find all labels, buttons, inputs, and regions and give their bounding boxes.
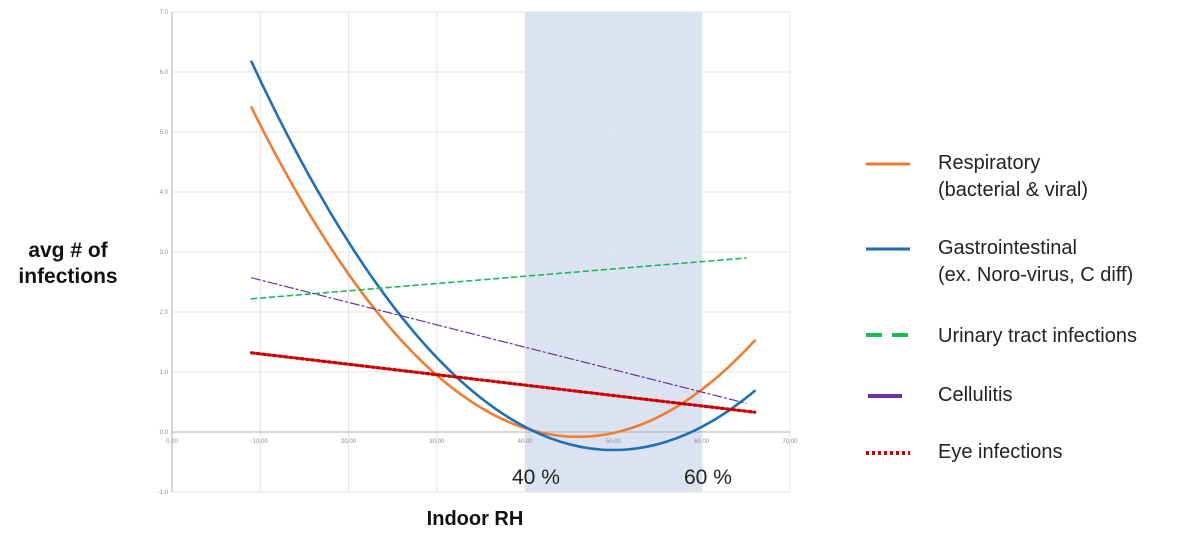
y-axis-label-line-2: infections [18, 265, 118, 288]
series-line-eye [249, 351, 757, 414]
legend-text: (bacterial & viral) [938, 179, 1089, 201]
legend-text: Urinary tract infections [938, 325, 1137, 347]
x-tick-label: 50.00 [606, 439, 622, 445]
x-ticks: 0.00 10.00 20.00 30.00 40.00 50.00 60.00 70.00 [166, 439, 798, 445]
x-tick-label: 30.00 [429, 439, 445, 445]
legend-swatch-gastrointestinal [866, 247, 910, 251]
legend-label-respiratory: Respiratory (bacterial & viral) [938, 150, 1088, 204]
legend-item-respiratory: Respiratory (bacterial & viral) [866, 150, 1088, 204]
y-tick-label: 0.0 [160, 430, 169, 436]
y-tick-label: 7.0 [160, 10, 169, 16]
y-ticks: -1.0 0.0 1.0 2.0 3.0 4.0 5.0 6.0 7.0 [158, 10, 169, 496]
legend-item-eye: Eye infections [866, 439, 1063, 466]
x-tick-label: 40.00 [518, 439, 534, 445]
legend-text: (ex. Noro-virus, C diff) [938, 264, 1134, 286]
legend-text: Eye infections [938, 441, 1063, 463]
x-tick-label: 0.00 [166, 439, 178, 445]
series-line-urinary [250, 257, 747, 300]
series-line-cellulitis [250, 277, 747, 404]
series-lines [249, 60, 757, 452]
y-tick-label: 1.0 [160, 370, 169, 376]
y-tick-label: 2.0 [160, 310, 169, 316]
x-tick-label: 20.00 [341, 439, 357, 445]
y-tick-label: -1.0 [158, 490, 169, 496]
legend-label-cellulitis: Cellulitis [938, 382, 1012, 409]
y-tick-label: 5.0 [160, 130, 169, 136]
y-tick-label: 3.0 [160, 250, 169, 256]
band-label-60: 60 % [684, 466, 732, 489]
series-line-gastrointestinal [250, 60, 756, 452]
band-label-40: 40 % [512, 466, 560, 489]
x-tick-label: 10.00 [253, 439, 269, 445]
legend-swatch-respiratory [866, 162, 910, 166]
legend-item-gastrointestinal: Gastrointestinal (ex. Noro-virus, C diff… [866, 235, 1133, 289]
x-axis-label: Indoor RH [426, 508, 524, 530]
series-line-respiratory [250, 106, 756, 439]
legend-swatch-cellulitis [868, 394, 902, 398]
legend-label-gastrointestinal: Gastrointestinal (ex. Noro-virus, C diff… [938, 235, 1133, 289]
legend-item-urinary: Urinary tract infections [866, 323, 1137, 350]
legend-swatch-eye [866, 451, 910, 455]
y-axis-label: avg # of infections [8, 238, 128, 290]
legend-label-urinary: Urinary tract infections [938, 323, 1137, 350]
axes [171, 12, 790, 492]
legend-text: Respiratory [938, 152, 1041, 174]
y-tick-label: 6.0 [160, 70, 169, 76]
legend-label-eye: Eye infections [938, 439, 1063, 466]
legend-text: Gastrointestinal [938, 237, 1077, 259]
y-axis-label-line-1: avg # of [28, 239, 108, 262]
legend-text: Cellulitis [938, 384, 1013, 406]
y-tick-label: 4.0 [160, 190, 169, 196]
x-tick-label: 60.00 [694, 439, 710, 445]
legend-item-cellulitis: Cellulitis [866, 382, 1012, 409]
legend-swatch-urinary [866, 333, 910, 337]
x-tick-label: 70.00 [782, 439, 798, 445]
